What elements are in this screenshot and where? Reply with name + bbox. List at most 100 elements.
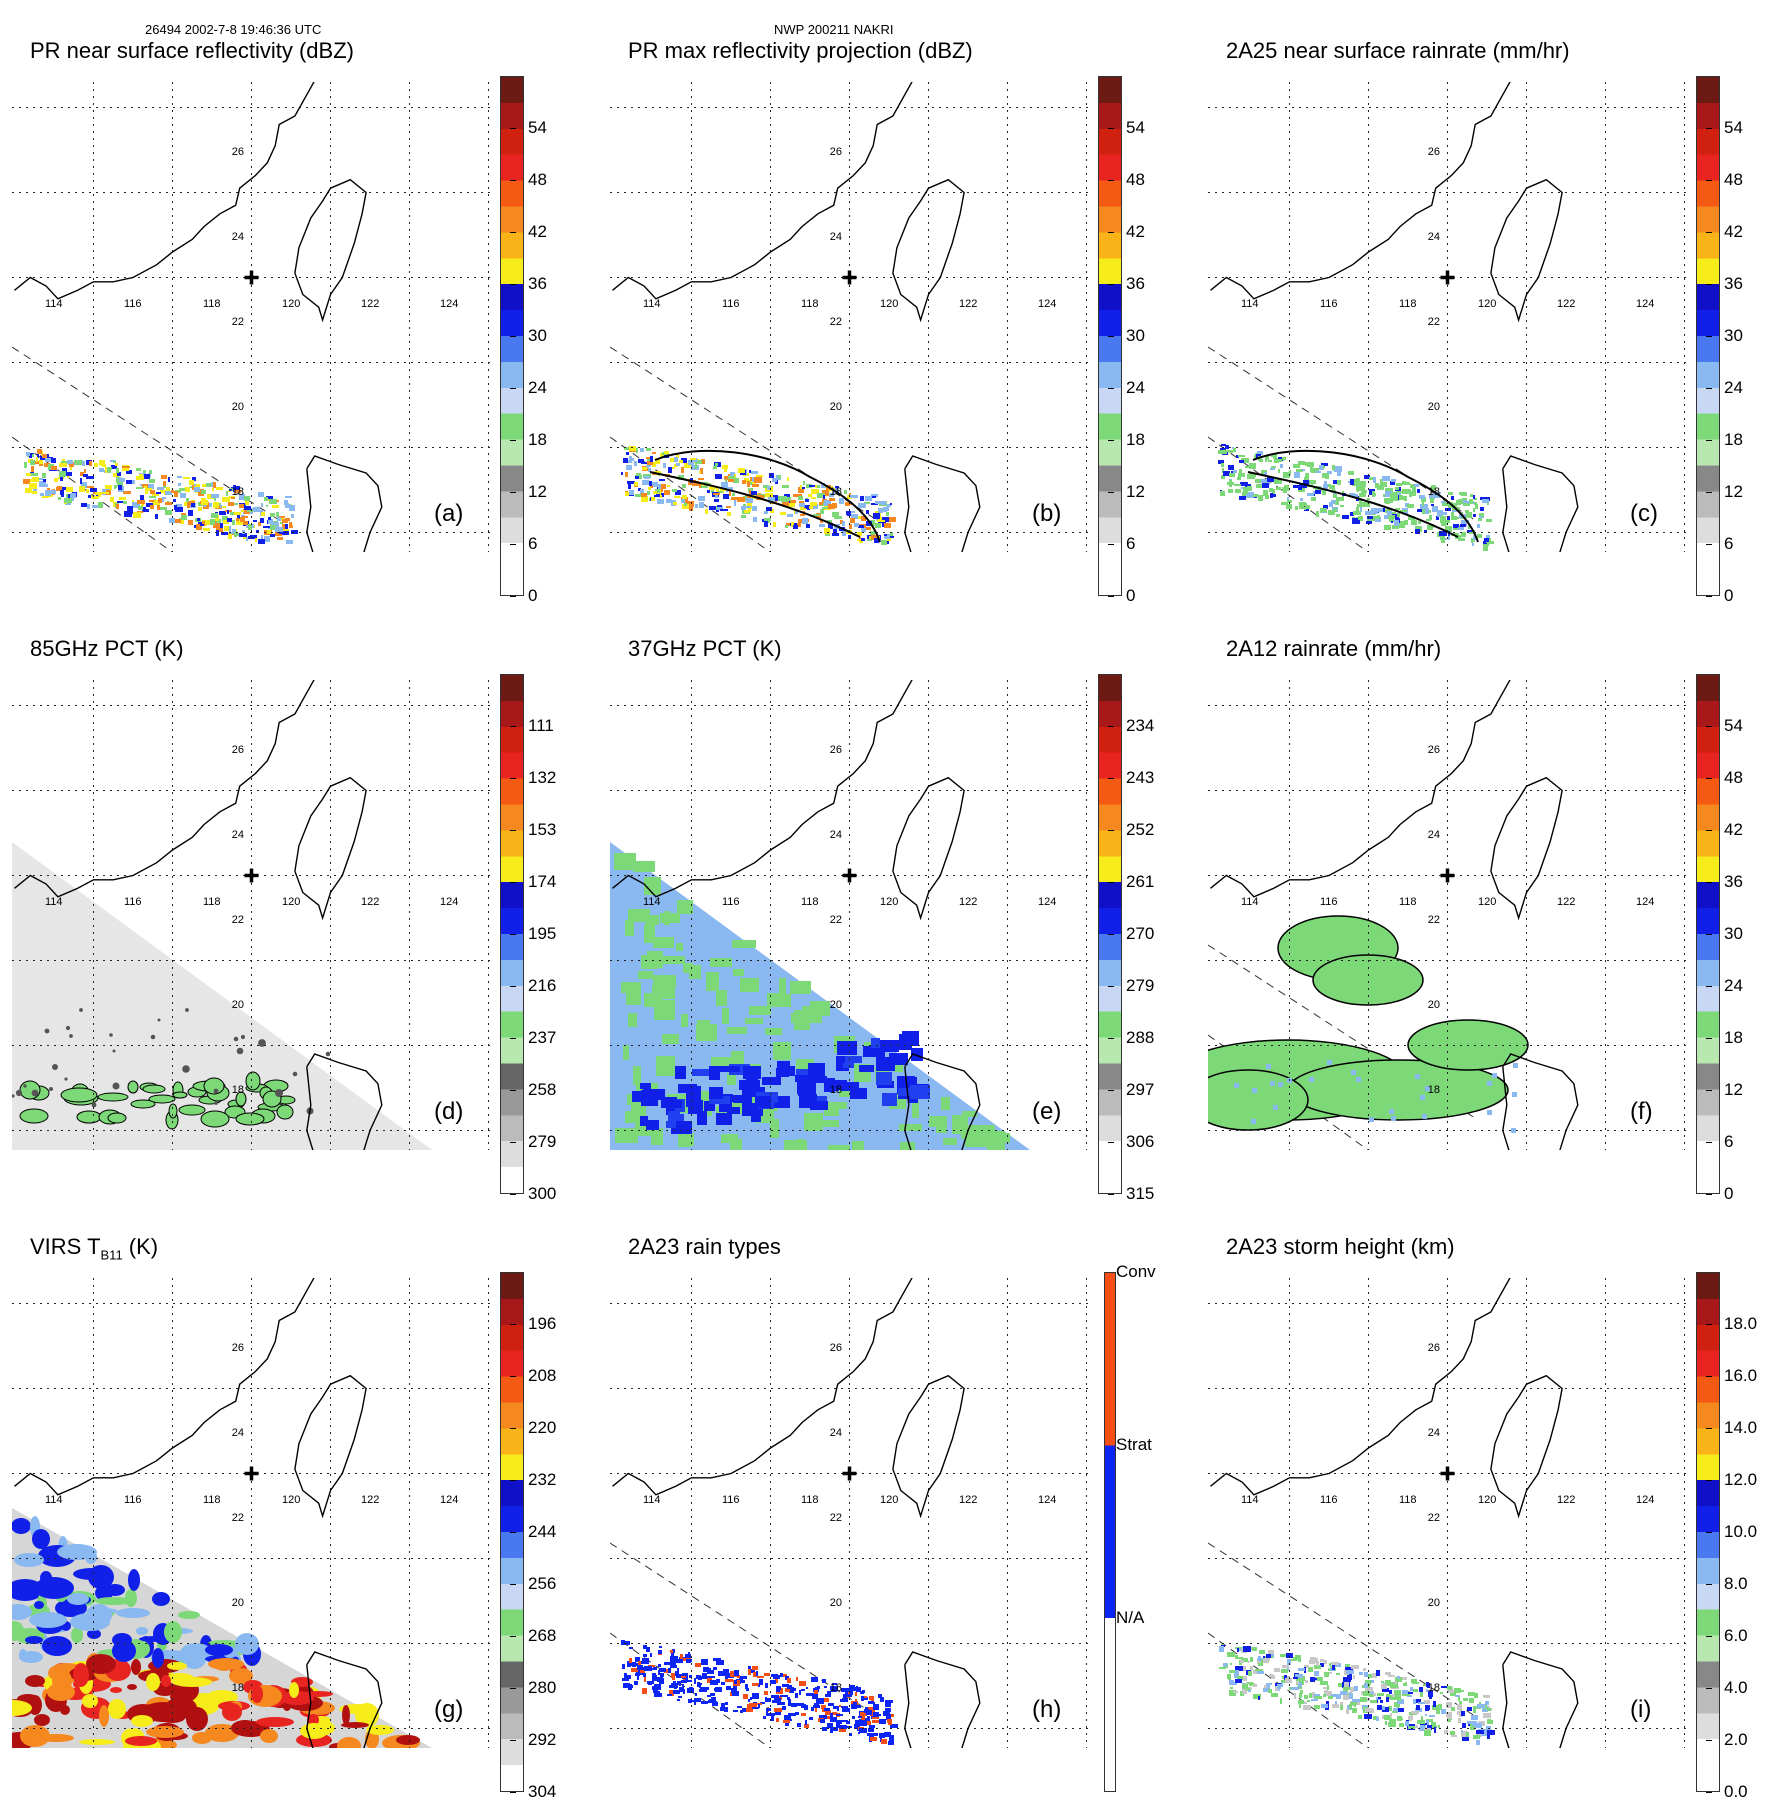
swath-pixel xyxy=(824,1686,827,1688)
lon-label: 114 xyxy=(643,896,661,908)
swath-pixel xyxy=(116,477,121,483)
swath-pixel xyxy=(821,483,825,488)
colorbar-tick-mark xyxy=(1108,596,1114,597)
swath-pixel xyxy=(820,509,824,514)
swath-pixel xyxy=(212,488,214,491)
swath-pixel xyxy=(686,501,694,507)
swath-pixel xyxy=(861,516,866,521)
pct37-cell xyxy=(943,1138,957,1145)
swath-pixel xyxy=(889,536,894,538)
colorbar-tick-label: 6 xyxy=(1724,1132,1734,1151)
swath-pixel xyxy=(1241,1658,1248,1662)
virs-cloud-cell xyxy=(108,1699,126,1719)
swath-pixel xyxy=(1467,530,1472,532)
swath-pixel xyxy=(849,1685,855,1691)
pct37-cell xyxy=(749,1006,771,1015)
swath-pixel xyxy=(701,1659,708,1665)
pct37-cell xyxy=(769,994,791,1007)
swath-pixel xyxy=(1269,488,1273,492)
rain-pixel xyxy=(1422,1114,1427,1119)
colorbar-tick-mark xyxy=(1706,1584,1712,1585)
swath-pixel xyxy=(1303,1705,1311,1710)
swath-pixel xyxy=(1329,1672,1332,1674)
swath-pixel xyxy=(809,1717,813,1720)
colorbar-tick-label: 36 xyxy=(1126,274,1145,293)
pct85-cell xyxy=(107,1112,127,1124)
colorbar-tick-label: 10.0 xyxy=(1724,1522,1758,1541)
pct85-cell xyxy=(130,1099,156,1109)
swath-pixel xyxy=(675,490,681,495)
pct85-dot xyxy=(69,1034,73,1038)
pct37-depressed-cell xyxy=(863,1046,885,1057)
swath-pixel xyxy=(1426,519,1431,521)
swath-pixel xyxy=(1486,535,1490,538)
swath-pixel xyxy=(1420,504,1428,509)
colorbar-tick-mark xyxy=(1108,128,1114,129)
virs-cloud-cell xyxy=(307,1714,319,1726)
pct37-cell xyxy=(784,1140,807,1150)
swath-pixel xyxy=(185,487,190,492)
pct37-depressed-cell xyxy=(755,1096,771,1108)
swath-pixel xyxy=(1428,1691,1433,1697)
lon-label: 124 xyxy=(1636,896,1654,908)
swath-pixel xyxy=(1242,1684,1248,1688)
swath-pixel xyxy=(845,502,852,505)
swath-pixel xyxy=(1340,505,1344,507)
pct37-cell xyxy=(628,1013,637,1027)
colorbar-tick-label: 234 xyxy=(1126,716,1155,735)
swath-pixel xyxy=(1305,462,1313,466)
swath-pixel xyxy=(740,1680,745,1683)
swath-pixel xyxy=(817,493,825,498)
swath-pixel xyxy=(785,1688,790,1692)
virs-cloud-cell xyxy=(192,1732,212,1744)
swath-pixel xyxy=(716,510,719,512)
colorbar-tick-label: 36 xyxy=(528,274,547,293)
swath-pixel xyxy=(1357,489,1359,492)
swath-pixel xyxy=(745,495,753,499)
swath-pixel xyxy=(839,1725,847,1729)
swath-pixel xyxy=(1462,1737,1469,1741)
swath-pixel xyxy=(1247,1682,1253,1684)
virs-cloud-cell xyxy=(152,1592,170,1606)
virs-cloud-cell xyxy=(99,1705,109,1727)
swath-pixel xyxy=(655,489,660,493)
swath-pixel xyxy=(1262,483,1269,488)
pct37-cell xyxy=(662,1034,679,1044)
swath-pixel xyxy=(127,506,133,510)
swath-pixel xyxy=(643,1654,647,1657)
swath-pixel xyxy=(884,534,887,536)
rain-pixel xyxy=(1369,1117,1374,1122)
swath-pixel xyxy=(1411,1711,1419,1714)
pct37-cell xyxy=(730,1139,742,1150)
swath-pixel xyxy=(1305,473,1309,479)
colorbar-tick-label: 315 xyxy=(1126,1184,1155,1203)
colorbar-ticks: 54 48 42 36 30 24 18 12 6 0 xyxy=(1108,76,1168,605)
panel-label: (h) xyxy=(1032,1696,1062,1723)
pct37-depressed-cell xyxy=(668,1111,680,1124)
swath-pixel xyxy=(1321,1704,1328,1708)
swath-pixel xyxy=(59,471,66,477)
swath-pixel xyxy=(138,506,143,510)
swath-pixel xyxy=(1424,1700,1430,1704)
swath-pixel xyxy=(1315,490,1321,494)
lon-label: 124 xyxy=(1038,896,1056,908)
swath-pixel xyxy=(874,538,879,543)
swath-pixel xyxy=(1327,1685,1329,1690)
swath-pixel xyxy=(885,1708,890,1711)
swath-pixel xyxy=(766,1708,771,1711)
swath-pixel xyxy=(68,473,71,476)
swath-pixel xyxy=(1417,1720,1425,1724)
panel-c: 2A25 near surface rainrate (mm/hr) 114 116… xyxy=(1196,38,1761,605)
swath-pixel xyxy=(1389,1720,1393,1722)
swath-pixel xyxy=(1265,456,1269,460)
swath-pixel xyxy=(1334,466,1342,472)
swath-pixel xyxy=(721,1682,725,1685)
swath-pixel xyxy=(885,1701,891,1707)
swath-pixel xyxy=(1434,1727,1436,1733)
swath-pixel xyxy=(1475,504,1478,509)
swath-pixel xyxy=(689,505,693,511)
swath-pixel xyxy=(884,1732,891,1737)
swath-pixel xyxy=(62,468,67,472)
swath-pixel xyxy=(160,490,164,493)
swath-pixel xyxy=(1397,1676,1400,1679)
